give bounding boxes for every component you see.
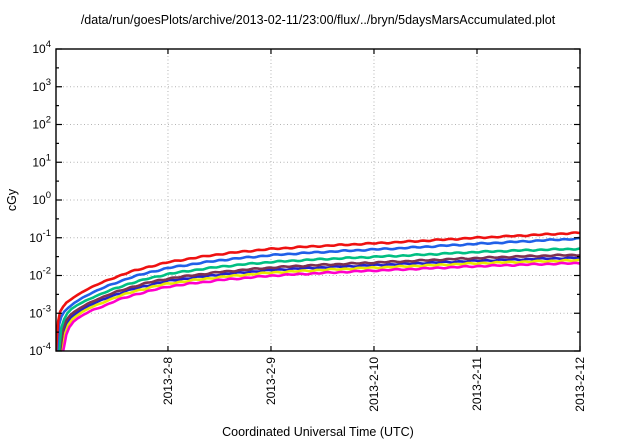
x-tick-label: 2013-2-11 [470,357,484,411]
y-tick-label: 104 [32,39,51,56]
series-line-red [56,231,580,351]
x-tick-label: 2013-2-10 [367,357,381,412]
chart-title: /data/run/goesPlots/archive/2013-02-11/2… [81,13,556,27]
y-tick-label: 102 [32,115,51,132]
x-axis-label: Coordinated Universal Time (UTC) [222,425,414,439]
y-tick-label: 100 [32,190,51,207]
y-axis-label: cGy [5,188,19,211]
series-line-maroon [58,253,580,351]
y-tick-label: 10-1 [29,228,51,245]
series-line-green [57,247,580,351]
gridlines [56,49,580,351]
series-lines [56,231,580,351]
series-line-navy [59,256,580,351]
series-line-blue [56,236,580,351]
y-tick-label: 10-2 [29,266,51,283]
x-tick-label: 2013-2-9 [264,357,278,405]
axes-and-ticks: 104 103 102 101 100 10-1 10-2 10-3 10-4 2013-2-8 2… [29,39,587,412]
series-line-yellow [60,258,580,351]
series-line-magenta [61,261,580,351]
x-tick-label: 2013-2-8 [161,357,175,405]
y-tick-label: 101 [32,152,51,169]
x-tick-label: 2013-2-12 [573,357,587,412]
y-tick-label: 103 [32,77,51,94]
y-tick-label: 10-4 [29,341,51,358]
y-tick-label: 10-3 [29,303,51,320]
